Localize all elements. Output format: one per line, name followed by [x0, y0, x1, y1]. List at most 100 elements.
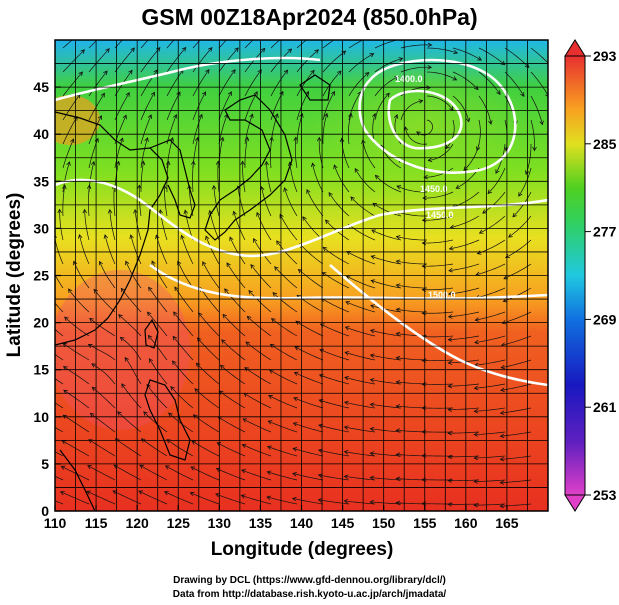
streamline — [500, 407, 532, 414]
streamline-arrowhead — [395, 428, 401, 433]
streamline — [296, 113, 303, 145]
streamline-arrowhead — [448, 291, 453, 296]
streamline — [370, 354, 402, 361]
streamline — [319, 374, 350, 385]
streamline — [237, 186, 246, 217]
streamline — [241, 495, 272, 505]
streamline — [268, 395, 298, 409]
streamline — [346, 275, 376, 289]
streamline — [474, 359, 506, 366]
streamline — [68, 288, 90, 313]
streamline-arrowhead — [64, 316, 69, 322]
streamline-arrowhead — [78, 233, 83, 239]
streamline-arrowhead — [369, 53, 375, 58]
streamline — [192, 40, 201, 49]
streamline-arrowhead — [427, 157, 433, 163]
korea-coastline — [149, 139, 196, 219]
streamline-arrowhead — [501, 320, 507, 325]
streamline-arrowhead — [518, 192, 523, 197]
streamline-arrowhead — [248, 289, 253, 295]
streamline — [422, 287, 454, 291]
streamline — [445, 119, 455, 149]
streamline-arrowhead — [202, 91, 207, 96]
streamline-arrowhead — [172, 335, 178, 341]
streamline — [272, 292, 298, 313]
streamline — [318, 424, 350, 433]
streamline-arrowhead — [232, 210, 237, 216]
streamline-arrowhead — [216, 442, 222, 447]
streamline — [143, 411, 168, 433]
streamline — [334, 164, 350, 193]
streamline — [146, 384, 168, 409]
streamline — [322, 91, 335, 121]
streamline-arrowhead — [253, 237, 258, 243]
streamline-arrowhead — [267, 420, 273, 425]
streamline-arrowhead — [499, 480, 505, 485]
streamline — [193, 414, 220, 433]
streamline-arrowhead — [190, 160, 196, 166]
streamline-arrowhead — [62, 414, 68, 419]
streamline-arrowhead — [496, 90, 501, 95]
colorbar: 253 261 269 277 285 293 — [564, 39, 617, 512]
streamline-arrowhead — [98, 260, 103, 266]
streamline-arrowhead — [283, 187, 288, 192]
streamline-arrowhead — [189, 491, 195, 497]
streamline-arrowhead — [70, 138, 75, 144]
streamline-arrowhead — [447, 430, 452, 436]
streamline-arrowhead — [138, 490, 144, 495]
streamline-arrowhead — [59, 491, 65, 496]
streamline-arrowhead — [306, 189, 311, 194]
y-tick-label: 5 — [41, 456, 49, 472]
colorbar-tick-label: 269 — [593, 311, 617, 327]
streamline-arrowhead — [500, 364, 506, 370]
streamline-arrowhead — [317, 448, 323, 454]
streamline — [172, 360, 194, 385]
chart-title: GSM 00Z18Apr2024 (850.0hPa) — [141, 4, 478, 30]
streamline — [197, 337, 220, 361]
streamline-arrowhead — [354, 167, 359, 173]
streamline-arrowhead — [202, 261, 207, 266]
streamline-arrowhead — [244, 136, 250, 142]
streamline-arrowhead — [473, 385, 479, 391]
streamline-arrowhead — [305, 90, 310, 96]
streamline-arrowhead — [372, 112, 377, 118]
streamline-arrowhead — [165, 160, 171, 166]
streamline-arrowhead — [87, 465, 92, 470]
streamline-arrowhead — [343, 425, 349, 430]
streamline — [452, 95, 470, 122]
streamline — [347, 113, 352, 145]
streamline — [396, 284, 428, 289]
streamline — [140, 69, 158, 97]
streamline-arrowhead — [394, 75, 400, 81]
streamline-arrowhead — [447, 383, 453, 389]
streamline — [62, 71, 83, 97]
streamline — [372, 113, 376, 145]
streamline-arrowhead — [118, 314, 123, 319]
streamline — [482, 191, 506, 214]
streamline — [318, 449, 350, 457]
streamline-arrowhead — [295, 320, 301, 325]
y-tick-label: 25 — [33, 268, 49, 284]
streamline — [190, 466, 220, 481]
x-tick-label: 130 — [208, 515, 232, 531]
streamline-arrowhead — [520, 92, 525, 97]
streamline-arrowhead — [524, 170, 530, 176]
y-axis-label: Latitude (degrees) — [4, 193, 25, 358]
streamline — [530, 47, 548, 64]
streamline — [396, 260, 428, 265]
streamline — [243, 392, 272, 409]
streamline-arrowhead — [291, 496, 297, 502]
x-tick-label: 145 — [331, 515, 355, 531]
taiwan-coastline — [144, 318, 159, 349]
streamline-arrowhead — [512, 212, 517, 218]
streamline — [120, 337, 142, 361]
streamline — [267, 471, 298, 481]
streamline-arrowhead — [293, 396, 298, 402]
streamline-arrowhead — [487, 189, 492, 195]
streamline-arrowhead — [150, 91, 155, 97]
streamline-arrowhead — [44, 288, 48, 292]
streamline-arrowhead — [328, 191, 333, 197]
streamline — [222, 314, 246, 337]
streamline-arrowhead — [395, 307, 401, 313]
streamline-arrowhead — [55, 235, 57, 238]
